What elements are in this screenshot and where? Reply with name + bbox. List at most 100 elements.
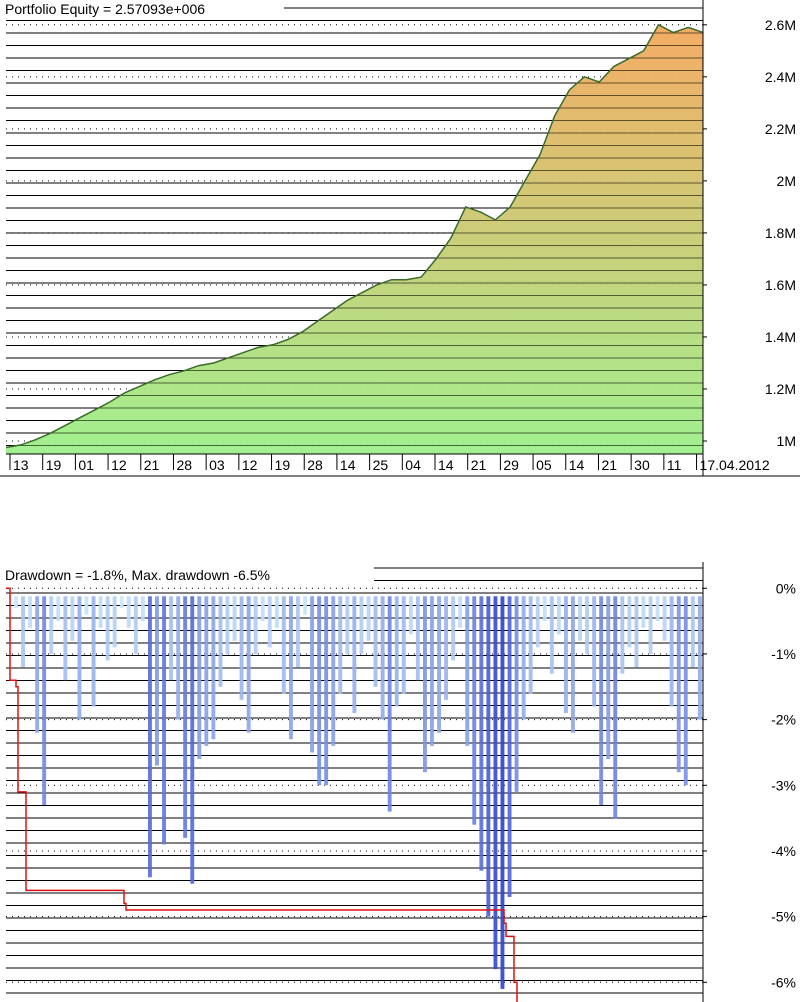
drawdown-bar: [84, 596, 89, 615]
y-tick-label: -4%: [771, 843, 796, 859]
y-tick-label: 1.8M: [765, 225, 796, 241]
y-tick-label: 1M: [777, 433, 796, 449]
drawdown-bar: [352, 596, 357, 714]
drawdown-bar: [500, 596, 505, 989]
drawdown-bar: [437, 596, 441, 733]
drawdown-bar: [613, 596, 618, 819]
x-tick-label: 04: [405, 457, 421, 473]
drawdown-bar: [528, 596, 533, 694]
drawdown-bar: [634, 596, 639, 668]
drawdown-bar: [176, 596, 181, 720]
drawdown-bar: [669, 596, 674, 707]
equity-area: [6, 24, 703, 455]
equity-chart: Portfolio Equity = 2.57093e+006 1M 1.2M 1.4…: [0, 0, 800, 477]
x-tick-label: 12: [111, 457, 127, 473]
y-tick-label: -2%: [771, 712, 796, 728]
drawdown-bar: [430, 596, 434, 746]
y-tick-label: 1.6M: [765, 277, 796, 293]
drawdown-bar: [91, 596, 96, 707]
drawdown-bar: [585, 596, 589, 654]
drawdown-bar: [592, 596, 597, 707]
drawdown-bar: [662, 596, 667, 641]
x-tick-label: 25: [373, 457, 389, 473]
drawdown-bar: [571, 596, 575, 733]
x-tick-label: 12: [242, 457, 258, 473]
drawdown-bar: [338, 596, 343, 694]
drawdown-bar: [606, 596, 611, 759]
drawdown-bar: [289, 596, 293, 740]
drawdown-bar: [155, 596, 159, 766]
x-tick-label: 19: [46, 457, 62, 473]
x-tick-label: 14: [340, 457, 356, 473]
y-tick-label: 2M: [777, 173, 796, 189]
drawdown-bar: [401, 596, 406, 694]
x-tick-label: 21: [144, 457, 160, 473]
drawdown-bar: [133, 596, 138, 654]
drawdown-bar: [599, 596, 604, 805]
y-tick-label: 1.4M: [765, 329, 796, 345]
drawdown-bar: [415, 596, 420, 681]
drawdown-bar: [239, 596, 244, 700]
drawdown-bar: [564, 596, 568, 714]
drawdown-bar: [267, 596, 272, 648]
drawdown-bar: [63, 596, 68, 681]
x-tick-label: 14: [569, 457, 585, 473]
drawdown-bar: [317, 596, 322, 786]
drawdown-bar: [21, 596, 25, 668]
drawdown-bar: [648, 596, 653, 654]
drawdown-bar: [423, 596, 427, 773]
drawdown-bar: [655, 596, 660, 622]
drawdown-bar: [225, 596, 230, 654]
y-tick-label: -3%: [771, 777, 796, 793]
x-tick-label: 17.04.2012: [700, 457, 770, 473]
drawdown-bar: [49, 596, 54, 654]
drawdown-bar: [535, 596, 540, 648]
drawdown-bar: [197, 596, 202, 759]
drawdown-bar: [387, 596, 392, 812]
drawdown-bar: [444, 596, 448, 700]
x-tick-label: 28: [307, 457, 323, 473]
drawdown-bar: [70, 596, 75, 641]
drawdown-bar: [620, 596, 625, 674]
drawdown-bar: [359, 596, 364, 654]
drawdown-bar: [465, 596, 470, 746]
drawdown-bar: [274, 596, 279, 628]
x-tick-label: 30: [634, 457, 650, 473]
drawdown-bar: [14, 596, 18, 608]
max-drawdown-line: [6, 587, 518, 1002]
drawdown-bar: [408, 596, 413, 635]
drawdown-bar: [281, 596, 286, 694]
x-tick-label: 21: [601, 457, 617, 473]
drawdown-bar: [627, 596, 632, 648]
y-tick-label: 1.2M: [765, 381, 796, 397]
drawdown-bar: [232, 596, 237, 641]
drawdown-bar: [690, 596, 695, 668]
drawdown-bar: [493, 596, 498, 970]
drawdown-bar: [458, 596, 463, 628]
chart-title: Portfolio Equity = 2.57093e+006: [5, 1, 205, 17]
drawdown-bar: [451, 596, 456, 661]
drawdown-bar: [549, 596, 554, 674]
x-tick-label: 01: [78, 457, 94, 473]
x-tick-label: 28: [176, 457, 192, 473]
drawdown-bar: [310, 596, 314, 753]
x-tick-label: 03: [209, 457, 225, 473]
y-tick-label: -1%: [771, 646, 796, 662]
drawdown-bar: [246, 596, 251, 733]
drawdown-bar: [218, 596, 223, 687]
drawdown-bar: [190, 596, 195, 884]
y-tick-label: 2.4M: [765, 69, 796, 85]
drawdown-bar: [366, 596, 371, 641]
x-tick-label: 29: [503, 457, 519, 473]
drawdown-bar: [394, 596, 399, 707]
title-bg: [0, 565, 374, 583]
drawdown-bar: [683, 596, 688, 786]
drawdown-bar: [507, 596, 512, 897]
y-tick-label: -6%: [771, 974, 796, 990]
drawdown-bar: [373, 596, 378, 687]
drawdown-bar: [697, 596, 702, 720]
drawdown-bar: [56, 596, 61, 622]
y-tick-label: -5%: [771, 909, 796, 925]
drawdown-bar: [472, 596, 477, 825]
drawdown-bar: [183, 596, 188, 838]
